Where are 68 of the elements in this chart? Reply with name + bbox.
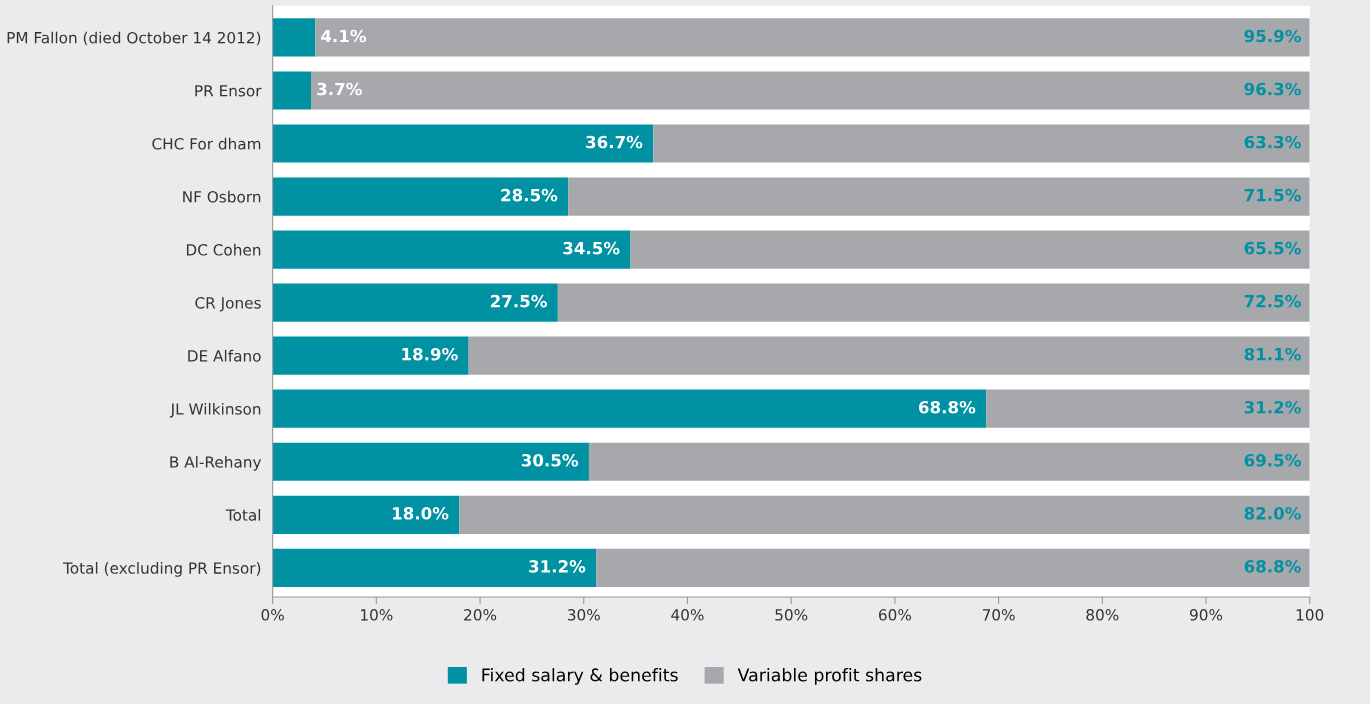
x-tick-label: 10% bbox=[361, 609, 393, 621]
data-label: 3.7% bbox=[317, 82, 362, 96]
bar bbox=[272, 389, 987, 428]
y-tick-label: B Al-Rehany bbox=[170, 455, 262, 471]
x-tick-label: 0% bbox=[261, 609, 284, 621]
data-label: 96.3% bbox=[1244, 82, 1301, 96]
y-tick-label: PM Fallon (died October 14 2012) bbox=[7, 31, 261, 46]
data-label: 34.5% bbox=[563, 241, 620, 255]
y-tick-label: CR Jones bbox=[195, 297, 261, 312]
data-label: 81.1% bbox=[1244, 347, 1301, 361]
x-tick-label: 20% bbox=[464, 609, 497, 621]
x-tick-label: 60% bbox=[878, 609, 912, 621]
bar bbox=[272, 442, 589, 481]
bar bbox=[272, 18, 316, 57]
y-tick-label: NF Osborn bbox=[183, 190, 261, 203]
data-label: 68.8% bbox=[1244, 560, 1301, 573]
legend-label: Fixed salary & benefits bbox=[482, 668, 678, 685]
y-tick-label: CHC For dham bbox=[152, 137, 261, 150]
bar bbox=[596, 548, 1310, 587]
y-tick-label: DC Cohen bbox=[186, 243, 261, 256]
bar bbox=[653, 124, 1310, 163]
data-label: 18.0% bbox=[393, 507, 449, 520]
data-label: 65.5% bbox=[1244, 241, 1301, 255]
bar bbox=[272, 336, 469, 375]
data-label: 31.2% bbox=[529, 560, 586, 573]
bar bbox=[272, 124, 654, 163]
data-label: 36.7% bbox=[586, 135, 643, 149]
x-tick-label: 100 bbox=[1296, 609, 1324, 621]
bar bbox=[630, 230, 1310, 269]
data-label: 71.5% bbox=[1244, 188, 1301, 202]
data-label: 95.9% bbox=[1244, 29, 1301, 43]
bar bbox=[468, 336, 1310, 375]
y-tick-label: Total (excluding PR Ensor) bbox=[63, 562, 261, 577]
bar bbox=[272, 177, 569, 216]
y-tick-label: Total bbox=[225, 508, 261, 521]
bar bbox=[459, 495, 1310, 534]
bar bbox=[272, 495, 460, 534]
y-tick-label: JL Wilkinson bbox=[169, 402, 261, 418]
data-label: 63.3% bbox=[1244, 135, 1301, 149]
data-label: 4.1% bbox=[321, 29, 367, 43]
data-label: 69.5% bbox=[1244, 453, 1301, 467]
y-tick-label: PR Ensor bbox=[195, 85, 262, 97]
bar bbox=[986, 389, 1310, 428]
x-tick-label: 80% bbox=[1086, 609, 1119, 621]
bar bbox=[557, 283, 1310, 322]
bar bbox=[568, 177, 1310, 216]
bar bbox=[272, 283, 558, 322]
x-tick-label: 70% bbox=[982, 609, 1015, 621]
x-tick-label: 40% bbox=[671, 609, 704, 621]
bar bbox=[272, 548, 597, 587]
bar bbox=[588, 442, 1310, 481]
bar bbox=[311, 71, 1310, 110]
data-label: 82.0% bbox=[1244, 507, 1301, 520]
data-label: 30.5% bbox=[521, 453, 579, 467]
y-tick-label: DE Alfano bbox=[188, 349, 261, 362]
data-label: 31.2% bbox=[1244, 400, 1301, 414]
data-label: 68.8% bbox=[918, 400, 976, 414]
bar bbox=[272, 230, 631, 269]
data-label: 18.9% bbox=[402, 347, 458, 361]
bar bbox=[272, 71, 311, 110]
data-label: 27.5% bbox=[490, 294, 547, 308]
legend-label: Variable profit shares bbox=[737, 668, 922, 685]
x-tick-label: 30% bbox=[567, 609, 600, 621]
data-label: 28.5% bbox=[501, 188, 558, 202]
bar bbox=[315, 18, 1310, 57]
x-tick-label: 50% bbox=[775, 609, 808, 621]
data-label: 72.5% bbox=[1244, 294, 1301, 308]
x-tick-label: 90% bbox=[1189, 609, 1223, 621]
